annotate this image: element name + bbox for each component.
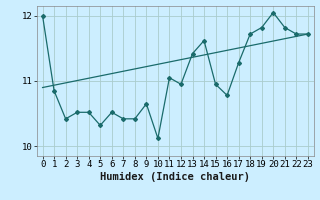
X-axis label: Humidex (Indice chaleur): Humidex (Indice chaleur): [100, 172, 250, 182]
